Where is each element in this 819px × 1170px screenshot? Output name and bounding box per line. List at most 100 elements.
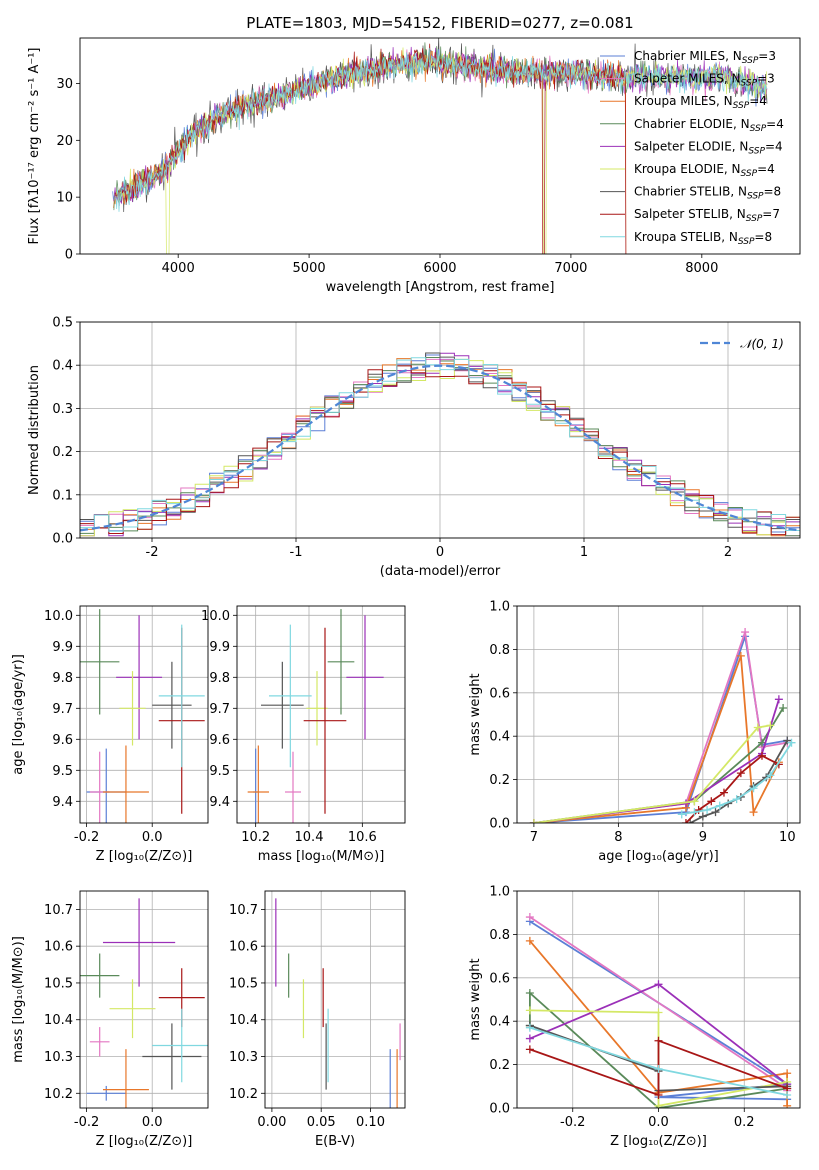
y-tick-label: 0.4	[489, 1015, 510, 1030]
weight-marker	[698, 812, 707, 821]
y-tick-label: 0.1	[52, 488, 73, 503]
legend-entry: Salpeter STELIB, NSSP=7	[634, 207, 780, 224]
y-tick-label: 0.2	[52, 445, 73, 460]
y-tick-label: 0.3	[52, 402, 73, 417]
y-tick-label: 10.7	[44, 903, 73, 918]
weight-marker	[741, 628, 750, 637]
weight-line	[533, 699, 780, 823]
weight-marker	[766, 771, 775, 780]
y-tick-label: 9.9	[52, 640, 73, 655]
x-axis-label: (data-model)/error	[380, 564, 501, 579]
weight-marker	[654, 1008, 663, 1017]
weight-marker	[677, 810, 686, 819]
y-tick-label: 10.4	[229, 1013, 258, 1028]
y-tick-label: 0.0	[52, 532, 73, 547]
y-tick-label: 0.8	[489, 643, 510, 658]
x-tick-label: 0.0	[142, 830, 163, 845]
histogram-series	[80, 358, 800, 538]
y-tick-label: 20	[56, 134, 73, 149]
panel-3: 10.2 10.4 10.6 9.4 9.5 9.6 9.7 9.8 9.9 10.0 mass […	[201, 605, 406, 864]
plot-area	[80, 606, 208, 823]
weight-marker	[707, 797, 716, 806]
weight-marker	[525, 1045, 534, 1054]
weight-marker	[787, 738, 796, 747]
weight-marker	[654, 980, 663, 989]
weight-marker	[690, 808, 699, 817]
weight-marker	[766, 721, 775, 730]
legend-entry: Kroupa STELIB, NSSP=8	[634, 230, 772, 247]
plot-area	[80, 891, 208, 1108]
weight-marker	[774, 695, 783, 704]
y-tick-label: 10.0	[44, 609, 73, 624]
y-tick-label: 9.7	[209, 702, 230, 717]
reference-gaussian	[80, 364, 800, 532]
x-axis-label: age [log₁₀(age/yr)]	[598, 849, 719, 864]
weight-marker	[736, 651, 745, 660]
weight-marker	[749, 808, 758, 817]
plot-area	[80, 322, 800, 538]
legend-entry: Kroupa ELODIE, NSSP=4	[634, 162, 775, 179]
weight-marker	[783, 1101, 792, 1108]
x-tick-label: 10	[779, 830, 796, 845]
legend-entry: Chabrier STELIB, NSSP=8	[634, 185, 781, 202]
y-tick-label: 0.4	[52, 359, 73, 374]
y-tick-label: 0	[65, 248, 73, 263]
legend-entry: 𝒩(0, 1)	[740, 337, 784, 351]
panel-1: -2 -1 0 1 2 0.0 0.1 0.2 0.3 0.4 0.5 (data-model)/er…	[27, 316, 801, 579]
y-axis-label: mass weight	[468, 673, 483, 755]
axes-frame	[264, 890, 406, 1109]
weight-line	[533, 631, 788, 823]
y-tick-label: 9.9	[209, 640, 230, 655]
y-tick-label: 10.2	[229, 1087, 258, 1102]
weight-marker	[711, 808, 720, 817]
x-tick-label: 0.2	[734, 1115, 755, 1130]
x-tick-label: 7	[530, 830, 538, 845]
y-tick-label: 9.4	[209, 795, 230, 810]
x-tick-label: -2	[146, 545, 159, 560]
y-tick-label: 10.7	[229, 903, 258, 918]
weight-marker	[654, 1064, 663, 1073]
y-axis-label: mass [log₁₀(M/M⊙)]	[11, 936, 26, 1063]
y-axis-label: mass weight	[468, 958, 483, 1040]
weight-marker	[694, 805, 703, 814]
axes-frame	[516, 890, 801, 1109]
x-axis-label: E(B-V)	[315, 1134, 355, 1149]
y-tick-label: 0.0	[489, 817, 510, 832]
x-tick-label: 10.2	[241, 830, 270, 845]
x-tick-label: 0.10	[356, 1115, 385, 1130]
weight-marker	[686, 819, 695, 823]
figure-title: PLATE=1803, MJD=54152, FIBERID=0277, z=0…	[246, 14, 633, 32]
weight-marker	[783, 1090, 792, 1099]
x-axis-label: Z [log₁₀(Z/Z⊙)]	[96, 849, 193, 864]
weight-marker	[525, 913, 534, 922]
y-tick-label: 10.2	[44, 1087, 73, 1102]
weight-marker	[703, 805, 712, 814]
weight-marker	[753, 723, 762, 732]
y-tick-label: 9.5	[209, 764, 230, 779]
weight-marker	[529, 819, 538, 823]
x-tick-label: -1	[290, 545, 303, 560]
y-tick-label: 0.2	[489, 1058, 510, 1073]
axes-frame	[79, 37, 801, 255]
panel-7: -0.2 0.0 0.2 0.0 0.2 0.4 0.6 0.8 1.0 Z [log₁₀(Z/Z…	[468, 885, 801, 1149]
y-tick-label: 10	[56, 191, 73, 206]
legend: Chabrier MILES, NSSP=3 Salpeter MILES, NS…	[600, 49, 784, 247]
x-tick-label: 8000	[685, 261, 718, 276]
x-tick-label: -0.2	[560, 1115, 585, 1130]
legend-entry: Salpeter ELODIE, NSSP=4	[634, 139, 783, 156]
x-tick-label: 2	[724, 545, 732, 560]
weight-marker	[749, 784, 758, 793]
weight-marker	[525, 1006, 534, 1015]
x-tick-label: -0.2	[74, 830, 99, 845]
y-tick-label: 1.0	[489, 600, 510, 615]
weight-line	[533, 724, 771, 823]
plot-area	[517, 891, 800, 1108]
x-tick-label: 0.05	[307, 1115, 336, 1130]
y-tick-label: 10.5	[229, 976, 258, 991]
weight-marker	[779, 703, 788, 712]
x-axis-label: Z [log₁₀(Z/Z⊙)]	[96, 1134, 193, 1149]
y-tick-label: 10.5	[44, 976, 73, 991]
weight-marker	[525, 1034, 534, 1043]
